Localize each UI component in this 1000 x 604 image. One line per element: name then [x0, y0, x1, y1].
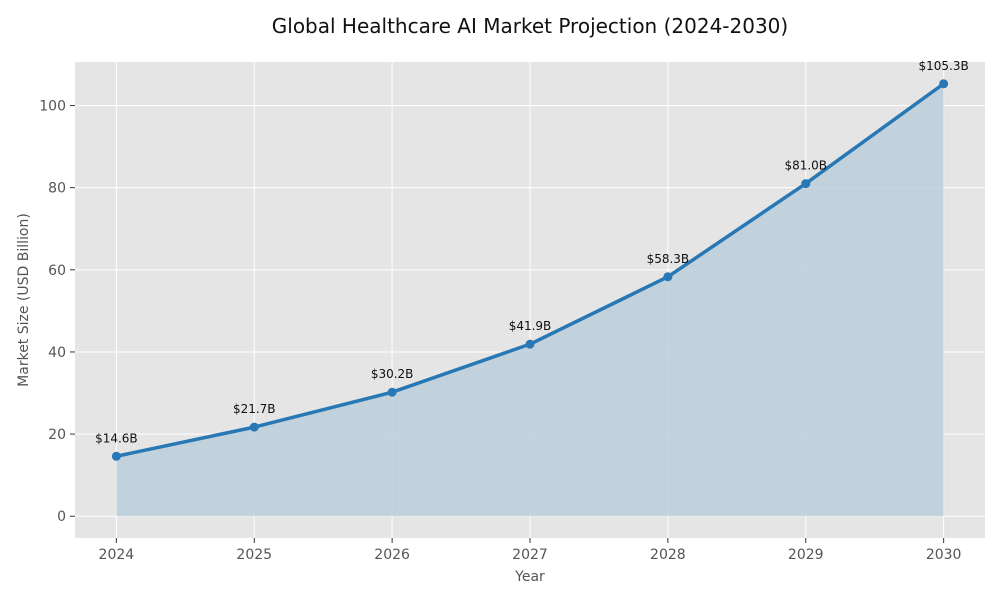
data-label: $41.9B	[509, 319, 552, 333]
x-tick-label: 2024	[99, 547, 135, 563]
data-label: $58.3B	[647, 252, 690, 266]
y-tick-label: 80	[48, 181, 66, 197]
y-tick-label: 20	[48, 427, 66, 443]
x-tick-label: 2025	[236, 547, 272, 563]
y-tick-label: 100	[39, 99, 66, 115]
data-label: $14.6B	[95, 431, 138, 445]
y-axis-label: Market Size (USD Billion)	[16, 213, 32, 387]
data-point	[801, 179, 811, 189]
data-point	[663, 272, 673, 282]
data-label: $30.2B	[371, 367, 414, 381]
x-tick-label: 2030	[926, 547, 962, 563]
data-label: $105.3B	[919, 59, 969, 73]
x-tick-label: 2026	[374, 547, 410, 563]
data-point	[387, 387, 397, 397]
data-point	[249, 422, 259, 432]
data-point	[939, 79, 949, 89]
x-tick-label: 2028	[650, 547, 686, 563]
y-tick-label: 40	[48, 345, 66, 361]
y-tick-label: 0	[57, 509, 66, 525]
data-point	[525, 339, 535, 349]
area-fill	[116, 83, 944, 517]
x-axis-label: Year	[514, 569, 545, 585]
data-label: $21.7B	[233, 402, 276, 416]
chart-title: Global Healthcare AI Market Projection (…	[272, 14, 788, 38]
x-tick-label: 2029	[788, 547, 824, 563]
data-label: $81.0B	[784, 159, 827, 173]
y-tick-label: 60	[48, 263, 66, 279]
data-point	[111, 451, 121, 461]
x-tick-label: 2027	[512, 547, 548, 563]
